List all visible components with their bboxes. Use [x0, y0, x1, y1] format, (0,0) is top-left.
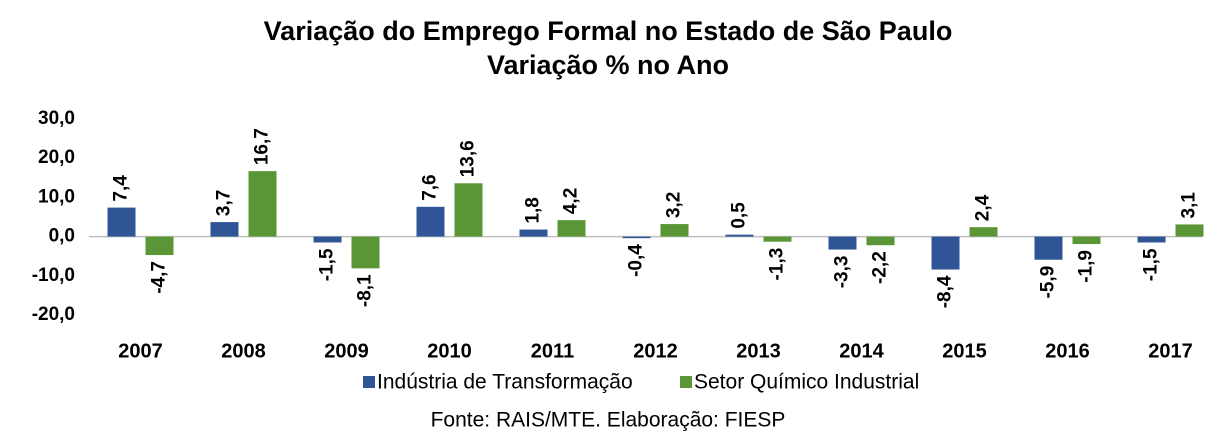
data-label: 1,8: [523, 197, 544, 223]
bar: [1137, 236, 1166, 243]
legend-label: Indústria de Transformação: [377, 371, 633, 394]
bar: [1175, 224, 1204, 237]
bar: [828, 236, 857, 250]
bar: [866, 236, 895, 246]
data-label: 16,7: [252, 128, 273, 165]
data-label: -1,5: [317, 248, 338, 281]
x-tick-label: 2016: [1045, 340, 1090, 362]
x-tick-label: 2009: [324, 340, 369, 362]
bar: [351, 236, 380, 269]
bar: [1072, 236, 1101, 245]
y-tick-label: 0,0: [49, 226, 75, 247]
bar: [969, 227, 998, 237]
data-label: 13,6: [458, 140, 479, 177]
bar: [763, 236, 792, 242]
bar: [210, 222, 239, 237]
data-label: 0,5: [729, 202, 750, 229]
x-tick-label: 2012: [633, 340, 678, 362]
x-tick-label: 2008: [221, 340, 266, 362]
bar: [416, 206, 445, 237]
data-label: 4,2: [561, 188, 582, 214]
bar: [931, 236, 960, 270]
legend-swatch: [363, 376, 375, 388]
chart-subtitle: Variação % no Ano: [487, 50, 729, 80]
data-label: 2,4: [973, 194, 994, 221]
chart-title: Variação do Emprego Formal no Estado de …: [264, 16, 953, 46]
legend-label: Setor Químico Industrial: [694, 371, 919, 394]
data-label: -1,5: [1141, 248, 1162, 281]
x-tick-label: 2015: [942, 340, 987, 362]
bar: [660, 224, 689, 237]
data-label: -5,9: [1038, 266, 1059, 299]
x-tick-label: 2014: [839, 340, 884, 362]
legend-swatch: [680, 376, 692, 388]
y-tick-label: 10,0: [38, 186, 75, 207]
data-label: 7,4: [111, 175, 132, 202]
data-label: -4,7: [149, 261, 170, 294]
bar: [145, 236, 174, 256]
bar: [107, 207, 136, 237]
bar: [313, 236, 342, 243]
data-label: -1,9: [1076, 250, 1097, 283]
y-tick-label: 30,0: [38, 108, 75, 129]
x-tick-label: 2011: [531, 340, 574, 362]
bar: [622, 236, 651, 239]
data-label: 3,1: [1179, 192, 1200, 219]
bar: [557, 220, 586, 237]
data-label: 3,7: [214, 190, 235, 216]
bar: [1034, 236, 1063, 260]
bar: [519, 229, 548, 237]
x-tick-label: 2013: [736, 340, 781, 362]
data-label: -0,4: [626, 244, 647, 277]
y-tick-label: 20,0: [38, 147, 75, 168]
data-label: 3,2: [664, 192, 685, 218]
bar: [248, 171, 277, 237]
data-label: -8,1: [355, 274, 376, 307]
x-tick-label: 2017: [1148, 340, 1193, 362]
data-label: -2,2: [870, 251, 891, 284]
bar: [725, 234, 754, 237]
bar: [454, 183, 483, 237]
data-label: -8,4: [935, 275, 956, 308]
data-label: 7,6: [420, 174, 441, 200]
data-label: -1,3: [767, 248, 788, 281]
y-tick-label: -20,0: [32, 304, 75, 325]
x-tick-label: 2007: [118, 340, 163, 362]
x-tick-label: 2010: [427, 340, 472, 362]
y-tick-label: -10,0: [32, 265, 75, 286]
data-label: -3,3: [832, 256, 853, 289]
source-note: Fonte: RAIS/MTE. Elaboração: FIESP: [431, 409, 786, 432]
